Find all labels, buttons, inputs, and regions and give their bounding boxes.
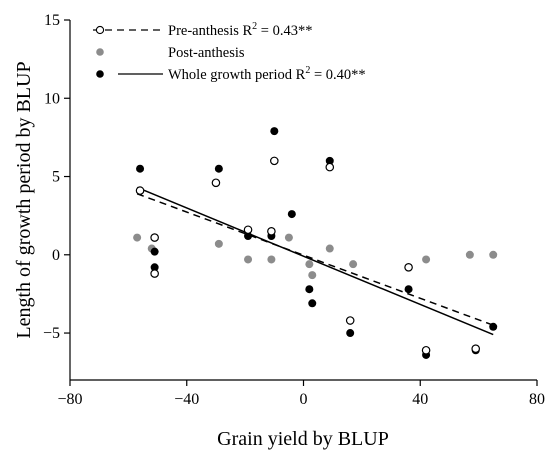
pre-anthesis-point — [135, 186, 145, 195]
whole-growth-period-point — [150, 263, 159, 272]
whole-growth-period-point — [325, 156, 334, 165]
legend: Pre-anthesis R2 = 0.43** Post-anthesis W… — [93, 21, 366, 83]
whole-growth-period-point — [150, 247, 159, 256]
pre-anthesis-point — [345, 316, 355, 325]
data-points — [133, 127, 498, 359]
y-tick-label: 5 — [52, 169, 60, 186]
post-anthesis-point — [489, 250, 498, 259]
y-tick-label: 10 — [44, 90, 60, 107]
pre-anthesis-point — [471, 344, 481, 353]
whole-growth-period-point — [287, 210, 296, 219]
y-axis-label: Length of growth period by BLUP — [13, 61, 35, 338]
x-tick-label: −40 — [174, 391, 199, 408]
post-anthesis-point — [465, 250, 474, 259]
post-anthesis-point — [133, 233, 142, 242]
post-anthesis-point — [244, 255, 253, 264]
whole-growth-period-point — [404, 285, 413, 294]
post-anthesis-point — [267, 255, 276, 264]
y-tick-label: 15 — [44, 12, 60, 29]
legend-label-post-anthesis: Post-anthesis — [168, 45, 245, 61]
legend-item-post-anthesis: Post-anthesis — [96, 45, 245, 61]
whole-growth-period-point — [136, 164, 145, 173]
post-anthesis-point — [214, 239, 223, 248]
pre-anthesis-point — [150, 269, 159, 278]
x-tick-label: 0 — [300, 391, 308, 408]
pre-anthesis-point — [421, 345, 431, 355]
legend-filled-circle-marker — [96, 70, 104, 78]
pre-anthesis-point — [243, 225, 253, 235]
legend-gray-circle-marker — [96, 48, 104, 56]
pre-anthesis-point — [270, 156, 279, 166]
whole-growth-period-point — [346, 329, 355, 338]
pre-anthesis-point — [267, 227, 276, 236]
post-anthesis-point — [305, 260, 314, 269]
whole-growth-period-fit-line — [136, 186, 494, 336]
legend-item-pre-anthesis: Pre-anthesis R2 = 0.43** — [93, 21, 312, 39]
legend-open-circle-marker — [95, 25, 105, 35]
y-tick-label: −5 — [43, 325, 60, 342]
x-tick-label: 40 — [412, 391, 428, 408]
legend-label-whole-growth-period: Whole growth period R2 = 0.40** — [168, 65, 366, 83]
legend-label-pre-anthesis: Pre-anthesis R2 = 0.43** — [168, 21, 312, 39]
whole-growth-period-point — [270, 127, 279, 136]
fit-lines — [136, 186, 494, 336]
post-anthesis-point — [325, 244, 334, 253]
x-axis-label: Grain yield by BLUP — [217, 428, 389, 450]
post-anthesis-point — [308, 271, 317, 280]
pre-anthesis-point — [150, 233, 159, 242]
axis-ticks: −80 −40 0 40 80 −5 0 5 10 15 — [43, 12, 545, 408]
whole-growth-period-point — [214, 164, 223, 173]
pre-anthesis-point — [211, 178, 221, 188]
x-tick-label: −80 — [57, 391, 82, 408]
x-tick-label: 80 — [529, 391, 545, 408]
whole-growth-period-point — [489, 322, 498, 331]
whole-growth-period-point — [308, 299, 317, 308]
pre-anthesis-fit-line — [136, 193, 494, 326]
y-tick-label: 0 — [52, 247, 60, 264]
post-anthesis-point — [422, 255, 431, 264]
plot-area: −80 −40 0 40 80 −5 0 5 10 15 — [43, 12, 545, 408]
pre-anthesis-point — [325, 162, 335, 172]
pre-anthesis-point — [404, 263, 413, 272]
post-anthesis-point — [349, 260, 358, 269]
post-anthesis-point — [284, 233, 293, 242]
whole-growth-period-point — [244, 232, 253, 240]
legend-item-whole-growth-period: Whole growth period R2 = 0.40** — [96, 65, 366, 83]
whole-growth-period-point — [305, 285, 314, 294]
